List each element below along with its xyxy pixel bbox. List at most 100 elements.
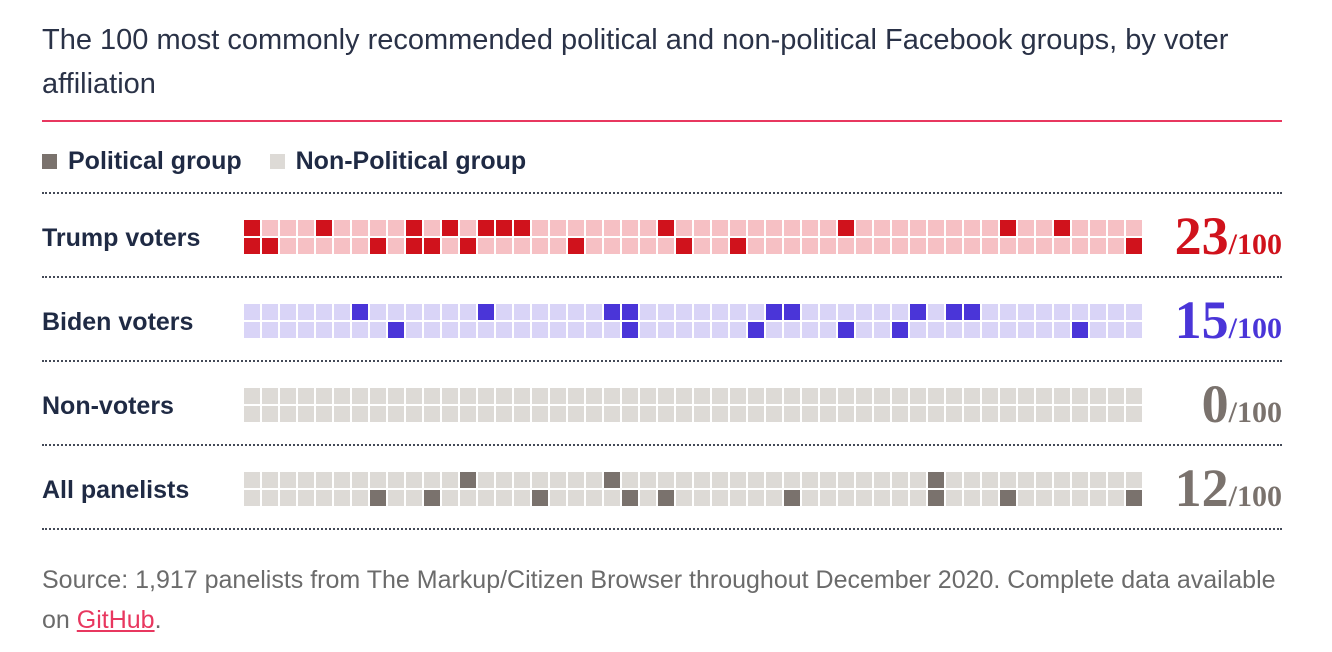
waffle-cell-non-political	[820, 238, 836, 254]
waffle-cell-non-political	[334, 322, 350, 338]
waffle-cell-non-political	[244, 472, 260, 488]
waffle-cell-non-political	[622, 238, 638, 254]
waffle-cell-political	[604, 472, 620, 488]
source-suffix: .	[154, 606, 162, 634]
waffle-cell-non-political	[442, 490, 458, 506]
waffle-cell-non-political	[532, 322, 548, 338]
waffle-cell-non-political	[712, 388, 728, 404]
waffle-cell-non-political	[802, 322, 818, 338]
waffle-cell-non-political	[298, 406, 314, 422]
waffle-cell-non-political	[1018, 472, 1034, 488]
waffle-cell-non-political	[352, 238, 368, 254]
waffle-cell-non-political	[730, 406, 746, 422]
waffle-cell-non-political	[820, 490, 836, 506]
waffle-cell-non-political	[982, 220, 998, 236]
waffle-cell-non-political	[496, 472, 512, 488]
waffle-cell-non-political	[640, 388, 656, 404]
waffle-cell-non-political	[388, 304, 404, 320]
waffle-cell-non-political	[1072, 490, 1088, 506]
waffle-cell-non-political	[946, 490, 962, 506]
legend-item-political: Political group	[42, 147, 242, 176]
waffle-cell-non-political	[280, 388, 296, 404]
waffle-cell-non-political	[478, 238, 494, 254]
waffle-cell-non-political	[460, 220, 476, 236]
waffle-cell-non-political	[658, 304, 674, 320]
waffle-cell-non-political	[1018, 388, 1034, 404]
waffle-cell-non-political	[262, 490, 278, 506]
waffle-cell-non-political	[298, 472, 314, 488]
waffle-cell-non-political	[1108, 472, 1124, 488]
title-divider	[42, 120, 1282, 122]
waffle-cell-non-political	[622, 406, 638, 422]
waffle-cell-non-political	[1000, 304, 1016, 320]
waffle-cell-non-political	[550, 322, 566, 338]
waffle-cell-political	[514, 220, 530, 236]
waffle-cell-non-political	[784, 238, 800, 254]
waffle-cell-non-political	[676, 388, 692, 404]
waffle-biden-voters	[244, 304, 1142, 338]
github-link[interactable]: GitHub	[76, 606, 155, 634]
waffle-cell-non-political	[694, 220, 710, 236]
waffle-cell-non-political	[712, 304, 728, 320]
waffle-cell-non-political	[946, 322, 962, 338]
waffle-cell-non-political	[640, 490, 656, 506]
waffle-cell-non-political	[1126, 472, 1142, 488]
waffle-all-panelists	[244, 472, 1142, 506]
waffle-cell-political	[910, 304, 926, 320]
waffle-cell-political	[604, 304, 620, 320]
waffle-cell-non-political	[298, 490, 314, 506]
waffle-cell-non-political	[478, 406, 494, 422]
waffle-cell-non-political	[442, 322, 458, 338]
waffle-cell-non-political	[640, 238, 656, 254]
waffle-cell-non-political	[1108, 304, 1124, 320]
waffle-cell-non-political	[514, 304, 530, 320]
waffle-cell-non-political	[586, 490, 602, 506]
waffle-cell-political	[478, 304, 494, 320]
waffle-cell-non-political	[1036, 388, 1052, 404]
waffle-cell-non-political	[730, 388, 746, 404]
waffle-cell-non-political	[586, 406, 602, 422]
waffle-cell-non-political	[712, 406, 728, 422]
waffle-cell-political	[676, 238, 692, 254]
waffle-cell-non-political	[442, 406, 458, 422]
waffle-cell-non-political	[694, 472, 710, 488]
waffle-cell-non-political	[1090, 388, 1106, 404]
waffle-cell-political	[748, 322, 764, 338]
waffle-cell-non-political	[478, 490, 494, 506]
waffle-cell-non-political	[334, 406, 350, 422]
waffle-cell-non-political	[532, 388, 548, 404]
waffle-cell-non-political	[748, 220, 764, 236]
waffle-cell-non-political	[316, 238, 332, 254]
legend: Political group Non-Political group	[42, 145, 554, 177]
waffle-cell-non-political	[856, 406, 872, 422]
waffle-cell-non-political	[460, 490, 476, 506]
waffle-cell-non-political	[370, 322, 386, 338]
waffle-cell-political	[766, 304, 782, 320]
waffle-cell-non-political	[532, 472, 548, 488]
waffle-cell-non-political	[838, 238, 854, 254]
waffle-cell-non-political	[676, 472, 692, 488]
waffle-cell-non-political	[280, 220, 296, 236]
waffle-cell-non-political	[856, 472, 872, 488]
score-denominator: /100	[1228, 312, 1282, 345]
waffle-cell-non-political	[244, 490, 260, 506]
waffle-cell-non-political	[442, 238, 458, 254]
waffle-cell-non-political	[856, 220, 872, 236]
waffle-cell-non-political	[568, 472, 584, 488]
waffle-cell-non-political	[568, 406, 584, 422]
waffle-cell-non-political	[1072, 472, 1088, 488]
waffle-cell-political	[496, 220, 512, 236]
waffle-cell-non-political	[298, 220, 314, 236]
waffle-cell-non-political	[874, 490, 890, 506]
waffle-cell-non-political	[388, 472, 404, 488]
waffle-cell-non-political	[1000, 406, 1016, 422]
waffle-cell-non-political	[1090, 406, 1106, 422]
waffle-cell-political	[622, 490, 638, 506]
waffle-cell-non-political	[514, 238, 530, 254]
waffle-cell-non-political	[388, 388, 404, 404]
waffle-cell-non-political	[352, 220, 368, 236]
waffle-cell-non-political	[856, 490, 872, 506]
waffle-cell-non-political	[352, 406, 368, 422]
waffle-cell-non-political	[730, 490, 746, 506]
waffle-cell-non-political	[676, 220, 692, 236]
